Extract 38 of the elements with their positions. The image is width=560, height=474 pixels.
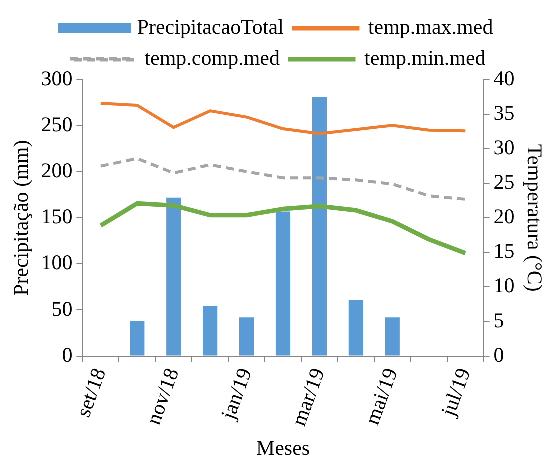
legend-label: temp.max.med	[368, 15, 494, 40]
bar	[239, 318, 254, 356]
y-axis-title: Precipitação (mm)	[9, 140, 34, 296]
y2-tick-label: 30	[494, 136, 515, 160]
x-tick-label: jan/19	[216, 364, 257, 424]
y2-tick-label: 15	[494, 239, 515, 264]
bar	[276, 212, 291, 356]
x-tick-label: jul/19	[436, 364, 476, 420]
x-axis-title: Meses	[256, 436, 310, 460]
x-tick-label: mar/19	[286, 364, 330, 430]
x-tick-label: nov/18	[141, 364, 184, 428]
bar	[166, 198, 182, 356]
y-tick-label: 200	[41, 158, 73, 183]
y-tick-label: 250	[41, 112, 73, 137]
y2-tick-label: 25	[494, 170, 515, 194]
bar	[130, 321, 145, 356]
legend-label: PrecipitacaoTotal	[137, 15, 284, 40]
bar	[348, 300, 364, 356]
legend-label: temp.min.med	[364, 46, 486, 70]
y2-tick-label: 35	[494, 101, 515, 126]
y2-tick-label: 40	[494, 66, 515, 91]
y-tick-label: 0	[62, 342, 73, 367]
x-tick-label: set/18	[71, 364, 111, 420]
y-tick-label: 50	[52, 296, 73, 321]
y-tick-label: 150	[41, 204, 73, 229]
x-tick-label: mai/19	[360, 364, 403, 428]
y2-tick-label: 0	[494, 342, 504, 367]
legend-label: temp.comp.med	[144, 46, 280, 70]
bar	[312, 98, 328, 356]
y-tick-label: 100	[41, 250, 73, 275]
y2-tick-label: 5	[494, 308, 504, 332]
y2-tick-label: 20	[494, 204, 515, 229]
y2-tick-label: 10	[494, 274, 515, 298]
line-series	[99, 157, 468, 201]
y2-axis-title: Temperatura (°C)	[522, 144, 547, 292]
bar	[385, 318, 400, 356]
y-tick-label: 300	[41, 66, 73, 91]
bar	[203, 306, 218, 356]
